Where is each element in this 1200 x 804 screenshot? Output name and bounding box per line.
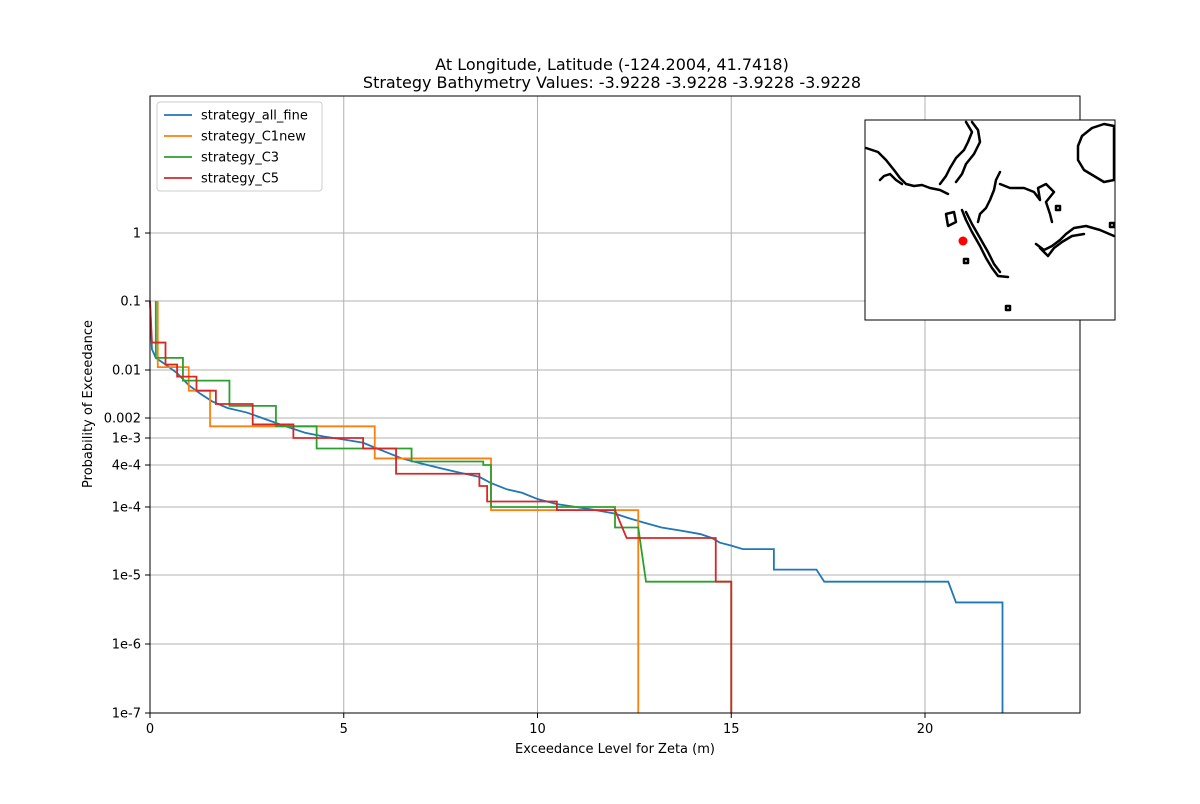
y-tick-label: 0.01 [112,364,141,379]
x-ticks-group: 0 5 10 15 20 [146,713,933,737]
inset-island-4 [1108,221,1116,229]
inset-island-3 [1004,304,1012,312]
inset-spit-inner [964,210,1002,274]
inset-map-frame [864,119,1116,321]
legend-label: strategy_C5 [201,172,279,187]
inset-harbor [1034,224,1116,252]
y-ticks-group: 1e-7 1e-6 1e-5 1e-4 4e-4 1e-3 0.002 0.01 0.1 1 [104,227,150,722]
inset-bay-shore [976,170,1002,224]
y-tick-label: 0.002 [104,412,141,427]
inset-island-1 [944,210,958,228]
x-tick-label: 15 [723,722,740,737]
y-tick-label: 1e-3 [112,432,141,447]
y-tick-label: 1e-6 [112,638,141,653]
series-line-strategy-c5 [149,300,733,713]
inset-spit [960,208,1010,279]
inset-coastline-loop [878,172,904,186]
inset-lake [1076,122,1116,184]
location-marker [958,236,968,246]
series-group [149,300,1004,713]
y-tick-label: 4e-4 [112,459,141,474]
inset-coastline-left [864,146,950,196]
series-line-strategy-all-fine [149,300,1004,713]
inset-river-channel-2 [954,120,982,184]
x-tick-label: 0 [146,722,154,737]
legend-items: strategy_all_fine strategy_C1new strategy_… [164,109,308,187]
legend-label: strategy_C3 [201,151,279,166]
x-tick-label: 5 [340,722,348,737]
inset-island-2 [962,257,970,265]
x-axis-label: Exceedance Level for Zeta (m) [515,742,715,757]
legend-box [156,101,323,192]
inset-river-channel [938,120,974,186]
inset-island-5 [1054,204,1062,212]
y-tick-label: 0.1 [120,295,141,310]
inset-harbor-2 [1038,232,1086,258]
title-group: At Longitude, Latitude (-124.2004, 41.74… [363,55,861,92]
chart-title: At Longitude, Latitude (-124.2004, 41.74… [435,55,789,74]
legend-label: strategy_all_fine [201,109,308,124]
y-tick-label: 1e-7 [112,707,141,722]
y-tick-label: 1e-5 [112,569,141,584]
legend: strategy_all_fine strategy_C1new strategy_… [156,101,323,192]
inset-bay-upper [998,182,1056,224]
x-tick-label: 10 [529,722,546,737]
series-line-strategy-c3 [154,301,733,713]
x-tick-label: 20 [917,722,934,737]
inset-map-coastlines [864,120,1116,312]
y-tick-label: 1e-4 [112,501,141,516]
legend-label: strategy_C1new [201,130,306,145]
plot-frame [149,95,1081,714]
chart-subtitle: Strategy Bathymetry Values: -3.9228 -3.9… [363,73,861,92]
y-tick-label: 1 [133,227,141,242]
y-axis-label: Probability of Exceedance [81,320,96,488]
inset-map [864,119,1116,321]
